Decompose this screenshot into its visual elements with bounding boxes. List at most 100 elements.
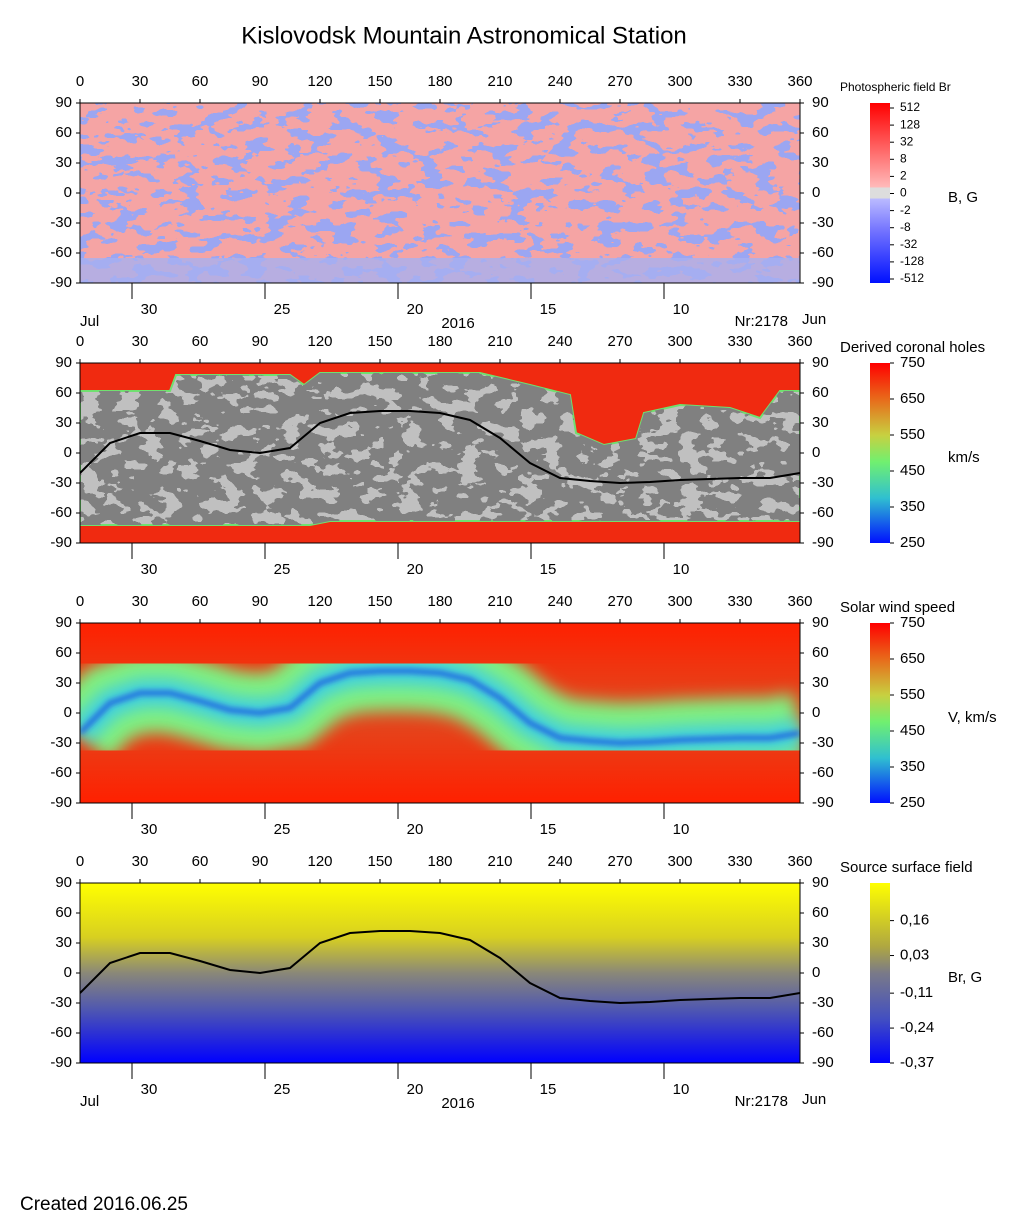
colorbar (870, 103, 890, 283)
y2-tick-label: -30 (812, 734, 834, 751)
slow-wind-center (80, 668, 800, 746)
y-tick-label: -90 (50, 534, 72, 551)
y2-tick-label: 30 (812, 154, 829, 171)
y-tick-label: -90 (50, 1054, 72, 1071)
y-tick-label: 0 (64, 964, 72, 981)
y2-tick-label: 90 (812, 354, 829, 371)
colorbar-tick-label: -128 (900, 254, 924, 268)
colorbar-tick-label: 450 (900, 462, 925, 479)
month-start: Jul (80, 313, 99, 330)
month-end: Jun (802, 1091, 826, 1108)
x-tick-label: 90 (252, 73, 269, 90)
heatmap (80, 623, 800, 803)
y-tick-label: 90 (55, 354, 72, 371)
y-tick-label: 90 (55, 874, 72, 891)
year: 2016 (441, 1095, 474, 1112)
y2-tick-label: 0 (812, 704, 820, 721)
y2-tick-label: -60 (812, 1024, 834, 1041)
x-tick-label: 270 (607, 853, 632, 870)
x-tick-label: 0 (76, 333, 84, 350)
y2-tick-label: 60 (812, 124, 829, 141)
y2-tick-label: 30 (812, 414, 829, 431)
colorbar-title: Derived coronal holes (840, 339, 985, 356)
colorbar (870, 623, 890, 803)
colorbar-tick-label: 650 (900, 390, 925, 407)
y2-tick-label: 90 (812, 874, 829, 891)
date-tick-label: 15 (540, 301, 557, 318)
y2-tick-label: 60 (812, 384, 829, 401)
colorbar-tick-label: -512 (900, 271, 924, 285)
colorbar-tick-label: -0,11 (900, 984, 933, 1001)
x-tick-label: 120 (307, 593, 332, 610)
colorbar-unit: V, km/s (948, 709, 997, 726)
x-tick-label: 270 (607, 333, 632, 350)
x-tick-label: 240 (547, 333, 572, 350)
date-tick-label: 20 (407, 561, 424, 578)
y-tick-label: 30 (55, 674, 72, 691)
y-tick-label: 30 (55, 414, 72, 431)
month-end: Jun (802, 311, 826, 328)
x-tick-label: 240 (547, 593, 572, 610)
x-tick-label: 360 (787, 593, 812, 610)
y2-tick-label: -30 (812, 994, 834, 1011)
x-tick-label: 180 (427, 853, 452, 870)
y-tick-label: 30 (55, 934, 72, 951)
date-tick-label: 30 (141, 561, 158, 578)
date-tick-label: 15 (540, 821, 557, 838)
colorbar-tick-label: 750 (900, 354, 925, 371)
y2-tick-label: 90 (812, 614, 829, 631)
x-tick-label: 360 (787, 853, 812, 870)
x-tick-label: 120 (307, 853, 332, 870)
x-tick-label: 30 (132, 73, 149, 90)
x-tick-label: 360 (787, 333, 812, 350)
colorbar-unit: km/s (948, 449, 980, 466)
y2-tick-label: 0 (812, 964, 820, 981)
created-note: Created 2016.06.25 (20, 1194, 188, 1215)
field-noise (80, 103, 800, 283)
colorbar-tick-label: 2 (900, 169, 907, 183)
y-tick-label: 0 (64, 184, 72, 201)
y-tick-label: 60 (55, 904, 72, 921)
x-tick-label: 330 (727, 593, 752, 610)
colorbar-tick-label: -2 (900, 203, 911, 217)
x-tick-label: 330 (727, 853, 752, 870)
colorbar-tick-label: -8 (900, 220, 911, 234)
y2-tick-label: 0 (812, 184, 820, 201)
colorbar-tick-label: 512 (900, 100, 920, 114)
colorbar-tick-label: 8 (900, 151, 907, 165)
colorbar-tick-label: 550 (900, 426, 925, 443)
x-tick-label: 180 (427, 593, 452, 610)
y2-tick-label: -90 (812, 794, 834, 811)
x-tick-label: 120 (307, 73, 332, 90)
heatmap (80, 363, 800, 543)
x-tick-label: 300 (667, 333, 692, 350)
x-tick-label: 210 (487, 853, 512, 870)
x-tick-label: 360 (787, 73, 812, 90)
y2-tick-label: 60 (812, 644, 829, 661)
date-tick-label: 15 (540, 561, 557, 578)
x-tick-label: 60 (192, 853, 209, 870)
x-tick-label: 150 (367, 853, 392, 870)
y-tick-label: 30 (55, 154, 72, 171)
x-tick-label: 0 (76, 73, 84, 90)
x-tick-label: 180 (427, 333, 452, 350)
date-tick-label: 30 (141, 821, 158, 838)
y2-tick-label: -60 (812, 244, 834, 261)
y-tick-label: 90 (55, 614, 72, 631)
rotation: Nr:2178 (735, 313, 788, 330)
y-tick-label: 60 (55, 644, 72, 661)
y-tick-label: -30 (50, 214, 72, 231)
date-tick-label: 25 (274, 561, 291, 578)
y2-tick-label: -90 (812, 534, 834, 551)
colorbar-title: Source surface field (840, 859, 973, 876)
y-tick-label: 60 (55, 384, 72, 401)
date-tick-label: 25 (274, 821, 291, 838)
x-tick-label: 150 (367, 593, 392, 610)
field-base (80, 883, 800, 1063)
y-tick-label: -30 (50, 474, 72, 491)
x-tick-label: 300 (667, 593, 692, 610)
y-tick-label: -60 (50, 1024, 72, 1041)
x-tick-label: 90 (252, 333, 269, 350)
x-tick-label: 270 (607, 73, 632, 90)
x-tick-label: 30 (132, 593, 149, 610)
